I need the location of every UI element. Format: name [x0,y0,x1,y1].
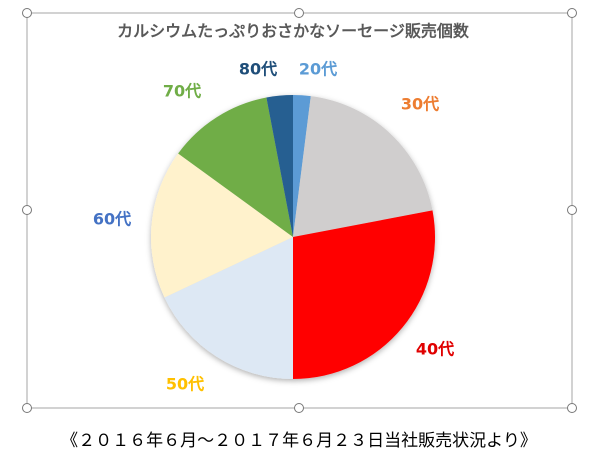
caption: 《２０１６年６月～２０１７年６月２３日当社販売状況より》 [61,431,537,451]
pie [151,95,435,379]
pie-slice [293,210,435,379]
chart-title: カルシウムたっぷりおさかなソーセージ販売個数 [117,22,470,41]
slice-label: 40代 [416,340,454,359]
resize-handles[interactable] [22,8,577,413]
slice-label: 20代 [299,60,337,79]
pie-slice [178,97,293,237]
slice-label: 50代 [166,375,204,394]
slice-label: 80代 [239,60,277,79]
pie-slice [293,95,311,237]
pie-slice [266,95,293,237]
pie-slice [151,153,293,298]
slice-label: 60代 [93,210,131,229]
slice-label: 30代 [401,95,439,114]
pie-slice [164,237,293,379]
pie-slice [293,96,433,237]
slice-label: 70代 [163,82,201,101]
